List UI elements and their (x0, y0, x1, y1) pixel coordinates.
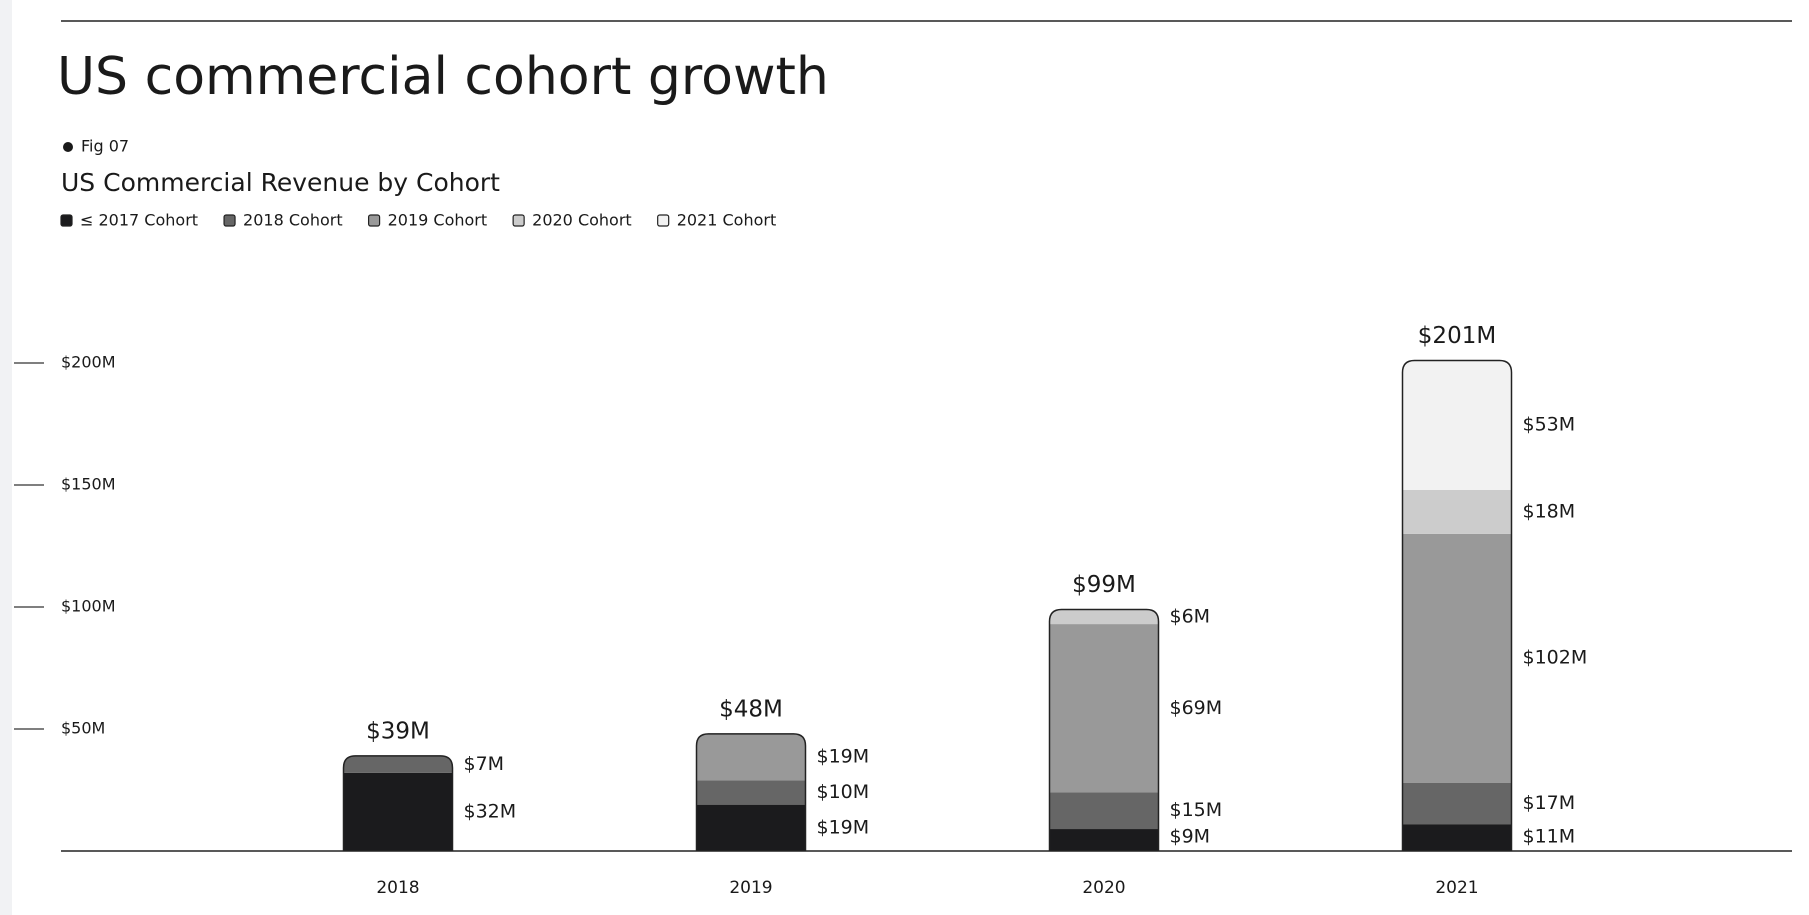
y-tick-label: $50M (61, 719, 105, 738)
total-label: $48M (719, 696, 783, 722)
value-label: $7M (464, 753, 505, 775)
bar-segment (696, 804, 806, 851)
fig-dot (63, 142, 73, 152)
legend-swatch (60, 214, 73, 227)
value-label: $32M (464, 800, 517, 822)
legend-swatch (223, 214, 236, 227)
bar-outline (695, 733, 807, 851)
value-label: $19M (817, 746, 870, 768)
bar-segment (1402, 782, 1512, 825)
bar-group (343, 755, 453, 851)
legend: ≤ 2017 Cohort 2018 Cohort 2019 Cohort 2020 … (60, 211, 777, 230)
legend-label: 2019 Cohort (388, 211, 488, 230)
annotation: Fig 07 (81, 137, 129, 156)
x-tick-label: 2019 (729, 878, 772, 898)
bar-segment (1402, 360, 1512, 490)
value-label: $6M (1170, 605, 1211, 627)
value-label: $102M (1523, 647, 1588, 669)
bar-outline (1048, 608, 1160, 851)
total-label: $201M (1418, 323, 1496, 349)
bar-segment (696, 733, 806, 781)
x-tick-label: 2021 (1435, 878, 1478, 898)
legend-swatch (367, 214, 381, 227)
bar-segment (696, 780, 806, 805)
bar-segment (1049, 609, 1159, 625)
value-label: $18M (1523, 500, 1576, 522)
legend-swatch (512, 214, 525, 227)
bar-segment (1049, 624, 1159, 793)
x-tick-label: 2018 (376, 878, 419, 898)
total-label: $99M (1072, 572, 1136, 598)
total-label: $39M (366, 718, 430, 744)
bar-group (696, 733, 806, 851)
value-label: $19M (817, 816, 870, 838)
legend-label: 2021 Cohort (677, 211, 777, 230)
chart-title: US commercial cohort growth (57, 47, 829, 107)
bar-segment (1402, 533, 1512, 783)
legend-label: 2018 Cohort (243, 211, 343, 230)
y-tick-label: $200M (61, 353, 116, 372)
subtitle: US Commercial Revenue by Cohort (61, 168, 500, 197)
value-label: $17M (1523, 792, 1576, 814)
value-label: $11M (1523, 826, 1576, 848)
bar-group (1049, 609, 1159, 851)
x-tick-label: 2020 (1082, 878, 1125, 898)
y-tick-label: $150M (61, 475, 116, 494)
bar-segment (343, 755, 453, 773)
bar-segment (1049, 829, 1159, 851)
legend-label: ≤ 2017 Cohort (80, 211, 198, 230)
bar-outline (1401, 359, 1513, 851)
legend-label: 2020 Cohort (532, 211, 632, 230)
bar-segment (1402, 489, 1512, 534)
bar-segment (343, 772, 453, 851)
value-label: $9M (1170, 826, 1211, 848)
bar-segment (1402, 824, 1512, 851)
side-strip (0, 0, 12, 915)
value-label: $69M (1170, 697, 1223, 719)
legend-swatch (657, 214, 670, 227)
value-label: $53M (1523, 414, 1576, 436)
value-label: $15M (1170, 799, 1223, 821)
y-tick-label: $100M (61, 597, 116, 616)
bar-group (1402, 360, 1512, 851)
bar-outline (342, 755, 454, 851)
bar-segment (1049, 792, 1159, 830)
value-label: $10M (817, 781, 870, 803)
